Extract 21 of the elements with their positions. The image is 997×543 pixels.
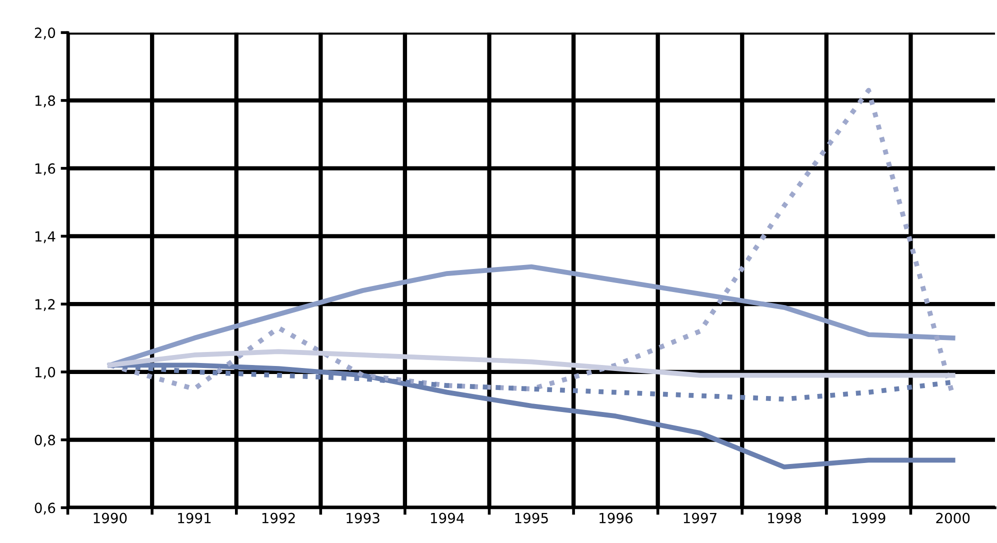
y-tick-label: 1,2 <box>35 299 55 311</box>
y-tick-label: 0,8 <box>34 434 56 447</box>
y-tick-label: 1,8 <box>35 95 56 108</box>
x-tick-label: 1998 <box>768 512 801 524</box>
y-tick-label: 1,4 <box>35 231 56 244</box>
y-tick-label: 1,0 <box>35 366 56 379</box>
y-tick-label: 1,6 <box>35 163 56 176</box>
line-series <box>108 264 956 368</box>
y-tick-label: 2,0 <box>34 28 56 40</box>
x-tick-label: 1996 <box>600 512 632 524</box>
x-tick-label: 1994 <box>430 512 464 524</box>
x-tick-label: 1997 <box>684 512 716 524</box>
x-tick-label: 1991 <box>178 512 211 524</box>
x-tick-label: 1999 <box>852 512 886 524</box>
y-tick-label: 0,6 <box>34 502 56 515</box>
x-tick-label: 1990 <box>94 512 127 524</box>
x-tick-label: 1995 <box>515 512 548 524</box>
x-tick-label: 1993 <box>346 512 380 524</box>
x-tick-label: 1992 <box>262 512 295 524</box>
x-tick-label: 2000 <box>936 512 970 524</box>
line-series <box>108 349 956 378</box>
